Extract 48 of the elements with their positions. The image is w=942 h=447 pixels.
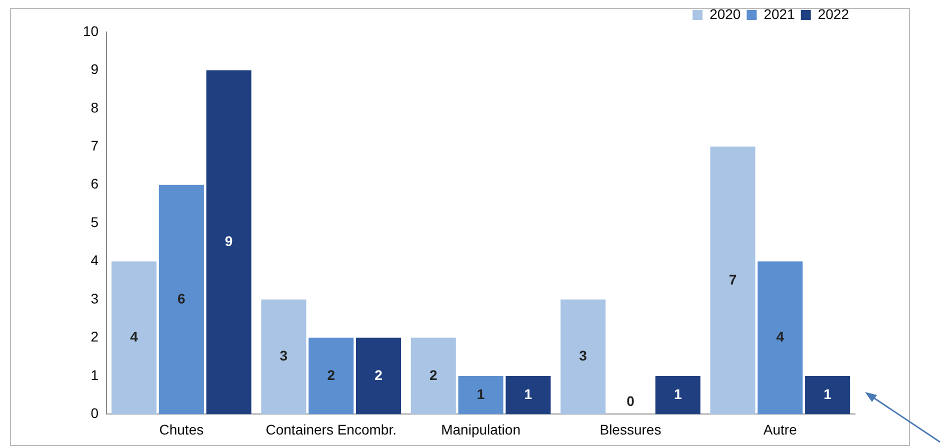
bar <box>261 300 306 414</box>
data-label: 4 <box>776 328 784 345</box>
y-tick-label: 5 <box>90 214 99 230</box>
bar <box>710 146 756 414</box>
bar <box>206 70 252 414</box>
y-tick-label: 8 <box>90 99 99 116</box>
bar <box>458 376 504 414</box>
bar <box>356 338 402 414</box>
data-label: 1 <box>524 386 532 402</box>
bar <box>560 300 606 414</box>
y-tick-label: 9 <box>90 61 99 78</box>
data-label: 2 <box>327 366 336 383</box>
data-label: 4 <box>130 328 138 345</box>
data-label: 2 <box>429 366 438 383</box>
bar <box>655 376 700 414</box>
data-label: 1 <box>674 386 682 402</box>
bar <box>112 261 157 414</box>
bar <box>158 184 204 414</box>
data-label: 6 <box>178 290 186 306</box>
y-tick-label: 10 <box>82 22 99 39</box>
legend-label: 2021 <box>764 6 796 22</box>
y-tick-label: 7 <box>90 138 99 154</box>
legend-label: 2022 <box>818 6 850 22</box>
x-tick-label: Containers Encombr. <box>266 421 396 438</box>
data-label: 2 <box>374 366 383 383</box>
data-label: 9 <box>224 233 233 250</box>
bar <box>758 261 803 414</box>
data-label: 1 <box>476 386 485 402</box>
y-tick-label: 0 <box>90 405 99 422</box>
legend-label: 2020 <box>710 6 741 22</box>
y-tick-label: 4 <box>90 252 99 268</box>
bar <box>506 376 551 414</box>
data-label: 3 <box>579 348 588 364</box>
data-label: 3 <box>280 348 288 364</box>
data-label: 0 <box>626 393 635 410</box>
bar <box>308 338 354 414</box>
x-tick-label: Manipulation <box>441 421 520 438</box>
bar <box>805 376 850 414</box>
x-tick-label: Blessures <box>600 421 662 438</box>
data-label: 1 <box>824 386 832 402</box>
y-tick-label: 2 <box>90 328 99 345</box>
bar <box>410 338 456 414</box>
y-tick-label: 3 <box>90 290 99 306</box>
y-tick-label: 1 <box>90 366 99 383</box>
data-label: 7 <box>728 271 737 288</box>
x-tick-label: Chutes <box>159 421 204 438</box>
y-tick-label: 6 <box>90 176 99 192</box>
x-tick-label: Autre <box>763 421 798 438</box>
